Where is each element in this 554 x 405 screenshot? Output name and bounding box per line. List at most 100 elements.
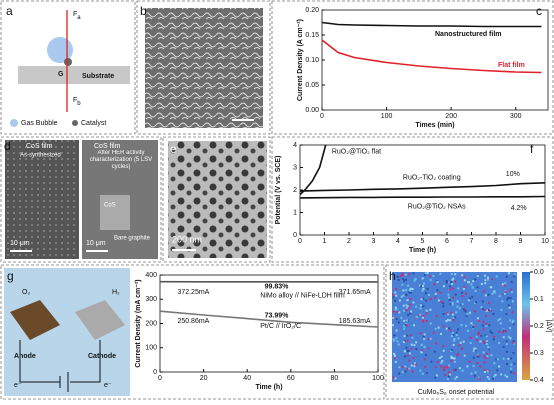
- series-line: [300, 145, 326, 195]
- map-pixel: [403, 280, 405, 282]
- map-pixel: [494, 291, 496, 293]
- legend-entry: Nanostructured film: [435, 31, 502, 38]
- map-pixel: [398, 343, 400, 345]
- legend-text: Catalyst: [81, 120, 106, 127]
- map-pixel: [438, 327, 440, 329]
- map-pixel: [486, 343, 488, 345]
- electrode-label: Cathode: [88, 353, 116, 360]
- map-pixel: [419, 308, 421, 310]
- map-pixel: [471, 296, 473, 298]
- colorbar-tick-label: 0.0: [534, 269, 544, 276]
- annotation: 372.25mA: [177, 289, 209, 296]
- legend-catalyst: [72, 120, 78, 126]
- map-pixel: [440, 366, 442, 368]
- x-axis-label: Time (h): [255, 384, 282, 391]
- map-pixel: [498, 366, 500, 368]
- map-pixel: [486, 335, 488, 337]
- map-pixel: [394, 357, 396, 359]
- map-pixel: [484, 309, 486, 311]
- map-pixel: [392, 296, 394, 298]
- catalyst: [64, 58, 72, 66]
- map-pixel: [450, 281, 452, 283]
- map-pixel: [424, 346, 426, 348]
- x-axis-label: Times (min): [415, 122, 454, 129]
- map-pixel: [405, 289, 407, 291]
- map-pixel: [452, 314, 454, 316]
- map-pixel: [434, 297, 436, 299]
- y-tick-label: 4: [293, 142, 297, 149]
- map-pixel: [467, 330, 469, 332]
- map-pixel: [441, 356, 443, 358]
- map-pixel: [411, 370, 413, 372]
- map-pixel: [459, 367, 461, 369]
- map-pixel: [472, 280, 474, 282]
- map-pixel: [464, 355, 466, 357]
- electron-label: e⁻: [104, 382, 112, 389]
- y-tick-label: 3: [293, 164, 297, 171]
- map-pixel: [399, 299, 401, 301]
- map-pixel: [493, 336, 495, 338]
- y-tick-label: 2: [293, 187, 297, 194]
- caption: CoS film: [26, 143, 53, 150]
- y-tick-label: 0: [153, 369, 157, 376]
- map-pixel: [500, 309, 502, 311]
- map-pixel: [427, 272, 429, 274]
- map-pixel: [506, 276, 508, 278]
- map-pixel: [504, 293, 506, 295]
- map-pixel: [442, 345, 444, 347]
- map-pixel: [447, 378, 449, 380]
- map-pixel: [416, 316, 418, 318]
- map-pixel: [403, 341, 405, 343]
- map-pixel: [434, 377, 436, 379]
- map-pixel: [440, 333, 442, 335]
- x-tick-label: 100: [372, 375, 384, 382]
- map-pixel: [504, 282, 506, 284]
- map-pixel: [492, 378, 494, 380]
- caption: CoS: [104, 203, 116, 209]
- annotation: 4.2%: [511, 205, 527, 212]
- x-tick-label: 300: [510, 113, 522, 120]
- map-pixel: [396, 318, 398, 320]
- map-pixel: [422, 305, 424, 307]
- x-tick-label: 7: [470, 238, 474, 245]
- map-pixel: [509, 327, 511, 329]
- map-pixel: [452, 288, 454, 290]
- map-pixel: [513, 340, 515, 342]
- map-pixel: [484, 275, 486, 277]
- map-pixel: [427, 338, 429, 340]
- map-pixel: [422, 277, 424, 279]
- map-pixel: [463, 308, 465, 310]
- map-pixel: [435, 315, 437, 317]
- map-pixel: [411, 348, 413, 350]
- colorbar: [522, 272, 530, 380]
- map-pixel: [423, 283, 425, 285]
- map-pixel: [477, 317, 479, 319]
- map-pixel: [439, 357, 441, 359]
- colorbar-tick-label: 0.4: [534, 377, 544, 384]
- x-tick-label: 20: [200, 375, 208, 382]
- map-pixel: [441, 301, 443, 303]
- map-pixel: [415, 306, 417, 308]
- map-pixel: [476, 286, 478, 288]
- map-pixel: [465, 293, 467, 295]
- map-pixel: [514, 274, 516, 276]
- map-pixel: [423, 338, 425, 340]
- map-pixel: [473, 365, 475, 367]
- map-pixel: [470, 322, 472, 324]
- colorbar-tick-label: 0.2: [534, 323, 544, 330]
- map-pixel: [415, 348, 417, 350]
- map-pixel: [430, 298, 432, 300]
- series-line: [322, 23, 542, 27]
- map-pixel: [392, 324, 394, 326]
- map-pixel: [401, 296, 403, 298]
- map-pixel: [415, 341, 417, 343]
- map-pixel: [495, 358, 497, 360]
- map-pixel: [429, 275, 431, 277]
- map-pixel: [488, 294, 490, 296]
- map-pixel: [484, 361, 486, 363]
- map-pixel: [452, 303, 454, 305]
- x-tick-label: 8: [494, 238, 498, 245]
- caption: CuMo₆S₈ onset potential: [418, 389, 495, 396]
- legend-entry: Flat film: [498, 62, 525, 69]
- map-pixel: [421, 298, 423, 300]
